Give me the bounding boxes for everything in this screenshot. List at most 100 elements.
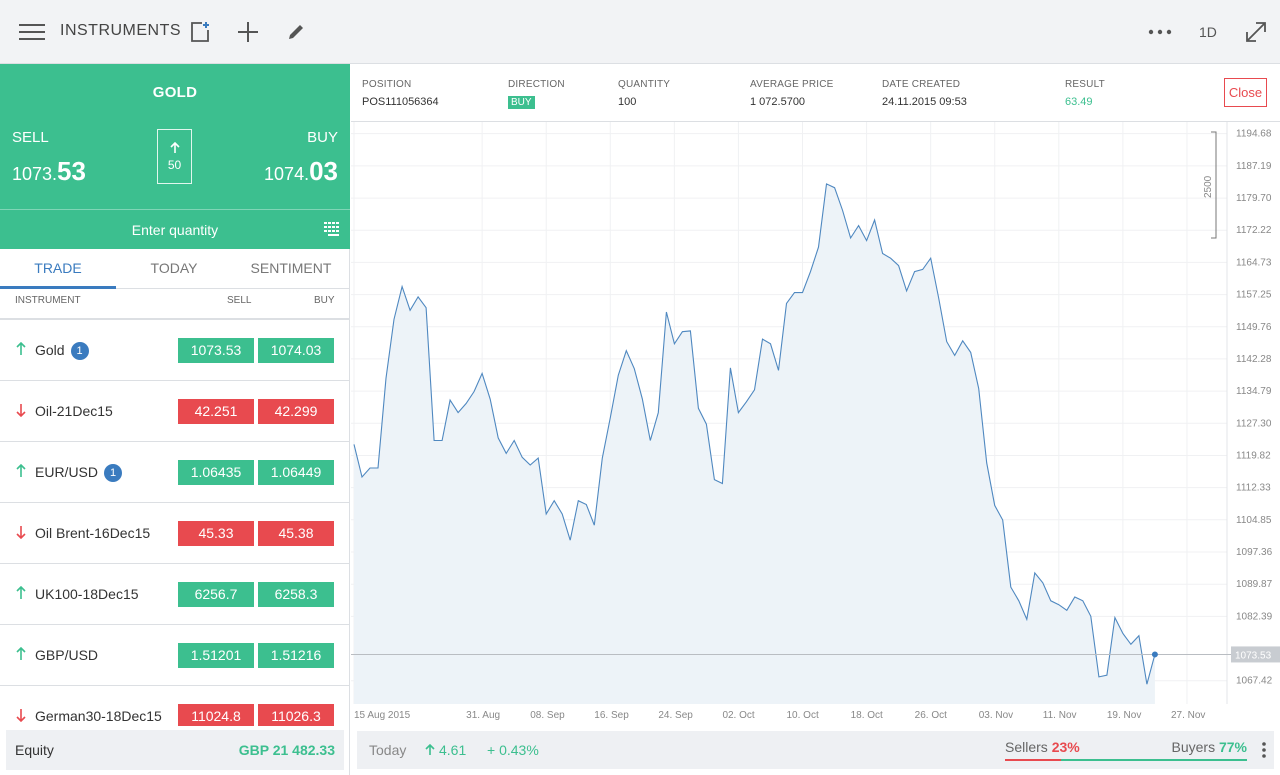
hamburger-menu-icon[interactable] — [16, 16, 48, 48]
sell-price-button[interactable]: 1073.53 — [12, 156, 86, 187]
instrument-row[interactable]: GBP/USD 1.51201 1.51216 — [0, 625, 350, 686]
plus-icon[interactable] — [232, 16, 264, 48]
x-tick-label: 18. Oct — [851, 710, 883, 721]
buy-price-button[interactable]: 1.06449 — [258, 460, 334, 485]
y-tick-label: 1164.73 — [1236, 257, 1272, 268]
buy-price-button[interactable]: 1.51216 — [258, 643, 334, 668]
arrow-down-icon — [16, 709, 26, 722]
y-tick-label: 1082.39 — [1236, 611, 1273, 622]
today-change: 4.61 — [425, 742, 466, 758]
instrument-row[interactable]: Oil-21Dec15 42.251 42.299 — [0, 381, 350, 442]
y-tick-label: 1172.22 — [1236, 225, 1272, 236]
header-sell: SELL — [227, 295, 252, 306]
vertical-more-icon[interactable] — [1258, 740, 1270, 760]
x-tick-label: 27. Nov — [1171, 710, 1205, 721]
equity-value: GBP 21 482.33 — [238, 742, 335, 758]
position-value: POS111056364 — [362, 96, 439, 108]
instrument-row[interactable]: Gold 1 1073.53 1074.03 — [0, 320, 350, 381]
instrument-name: EUR/USD 1 — [35, 464, 123, 483]
current-price-label: 1073.53 — [1235, 650, 1272, 661]
y-tick-label: 1134.79 — [1236, 386, 1272, 397]
sell-label: SELL — [12, 129, 49, 146]
equity-label: Equity — [15, 742, 54, 758]
arrow-up-icon — [16, 586, 26, 599]
instrument-name: Oil Brent-16Dec15 — [35, 525, 150, 541]
sentiment-bar: Sellers 23% Buyers 77% — [1005, 739, 1247, 763]
buy-price-button[interactable]: 6258.3 — [258, 582, 334, 607]
sell-price-button[interactable]: 45.33 — [178, 521, 254, 546]
more-options-icon[interactable] — [1144, 16, 1176, 48]
arrow-up-icon — [16, 464, 26, 477]
instrument-name: GBP/USD — [35, 647, 98, 663]
quantity-col: QUANTITY 100 — [618, 79, 670, 108]
y-tick-label: 1194.68 — [1236, 129, 1272, 140]
y-tick-label: 1179.70 — [1236, 193, 1272, 204]
trade-ticket: GOLD SELL BUY 1073.53 1074.03 50 Enter q… — [0, 64, 350, 249]
arrow-up-icon — [16, 342, 26, 355]
current-price-tag — [1231, 646, 1280, 663]
keypad-icon[interactable] — [324, 222, 340, 241]
arrow-down-icon — [16, 404, 26, 417]
sell-price-button[interactable]: 1073.53 — [178, 338, 254, 363]
buyers-label: Buyers — [1171, 739, 1216, 755]
buy-price-button[interactable]: 11026.3 — [258, 704, 334, 726]
buy-price-button[interactable]: 45.38 — [258, 521, 334, 546]
header-instrument: INSTRUMENT — [15, 295, 81, 306]
avg-price-value: 1 072.5700 — [750, 96, 806, 108]
y-tick-label: 1187.19 — [1236, 161, 1272, 172]
position-header: POSITION — [362, 79, 412, 90]
x-tick-label: 10. Oct — [787, 710, 819, 721]
tab-trade[interactable]: TRADE — [0, 249, 116, 289]
quantity-value: 100 — [618, 96, 637, 108]
instrument-name-text: UK100-18Dec15 — [35, 586, 139, 602]
current-price-dot — [1151, 651, 1158, 658]
x-tick-label: 11. Nov — [1043, 710, 1077, 721]
tab-today[interactable]: TODAY — [150, 260, 198, 276]
position-count-badge: 1 — [104, 464, 123, 483]
x-tick-label: 02. Oct — [722, 710, 754, 721]
instrument-name: Oil-21Dec15 — [35, 403, 113, 419]
instrument-row[interactable]: German30-18Dec15 11024.8 11026.3 — [0, 686, 350, 726]
date-col: DATE CREATED 24.11.2015 09:53 — [882, 79, 967, 108]
tab-sentiment[interactable]: SENTIMENT — [250, 260, 332, 276]
direction-badge: BUY — [508, 96, 535, 109]
x-tick-label: 16. Sep — [594, 710, 629, 721]
sell-price-big: 53 — [57, 156, 86, 186]
buy-price-button[interactable]: 1074.03 — [258, 338, 334, 363]
direction-col: DIRECTION BUY — [508, 79, 565, 109]
instrument-name: UK100-18Dec15 — [35, 586, 139, 602]
today-change-pct: + 0.43% — [487, 742, 539, 758]
instrument-row[interactable]: Oil Brent-16Dec15 45.33 45.38 — [0, 503, 350, 564]
sell-price-button[interactable]: 1.51201 — [178, 643, 254, 668]
instrument-name: Gold 1 — [35, 342, 89, 361]
arrow-up-icon — [425, 743, 435, 755]
buy-price-big: 03 — [309, 156, 338, 186]
position-col: POSITION POS111056364 — [362, 79, 439, 108]
today-label: Today — [369, 742, 407, 758]
sell-price-button[interactable]: 6256.7 — [178, 582, 254, 607]
top-toolbar: INSTRUMENTS 1D — [0, 0, 1280, 64]
y-tick-label: 1149.76 — [1236, 322, 1272, 333]
expand-icon[interactable] — [1240, 16, 1272, 48]
arrow-up-icon — [16, 647, 26, 660]
sell-price-button[interactable]: 11024.8 — [178, 704, 254, 726]
scale-bracket — [1211, 131, 1217, 239]
buy-price-button[interactable]: 42.299 — [258, 399, 334, 424]
sell-price-button[interactable]: 42.251 — [178, 399, 254, 424]
date-value: 24.11.2015 09:53 — [882, 96, 967, 108]
instrument-row[interactable]: UK100-18Dec15 6256.7 6258.3 — [0, 564, 350, 625]
close-position-button[interactable]: Close — [1224, 78, 1267, 107]
quantity-input[interactable]: Enter quantity — [0, 209, 350, 249]
y-tick-label: 1119.82 — [1236, 450, 1271, 461]
add-watchlist-icon[interactable] — [184, 16, 216, 48]
sell-price-button[interactable]: 1.06435 — [178, 460, 254, 485]
instrument-row[interactable]: EUR/USD 1 1.06435 1.06449 — [0, 442, 350, 503]
y-tick-label: 1157.25 — [1236, 290, 1272, 301]
instrument-tabs: TRADE TODAY SENTIMENT — [0, 249, 350, 289]
price-chart-svg[interactable]: 1194.68 1187.19 1179.70 1172.22 1164.73 1157.… — [351, 122, 1280, 725]
buy-price-button[interactable]: 1074.03 — [264, 156, 338, 187]
timeframe-button[interactable]: 1D — [1199, 24, 1217, 40]
pencil-icon[interactable] — [280, 16, 312, 48]
price-chart[interactable]: 1194.68 1187.19 1179.70 1172.22 1164.73 1157.… — [351, 122, 1280, 725]
x-tick-label: 24. Sep — [658, 710, 693, 721]
